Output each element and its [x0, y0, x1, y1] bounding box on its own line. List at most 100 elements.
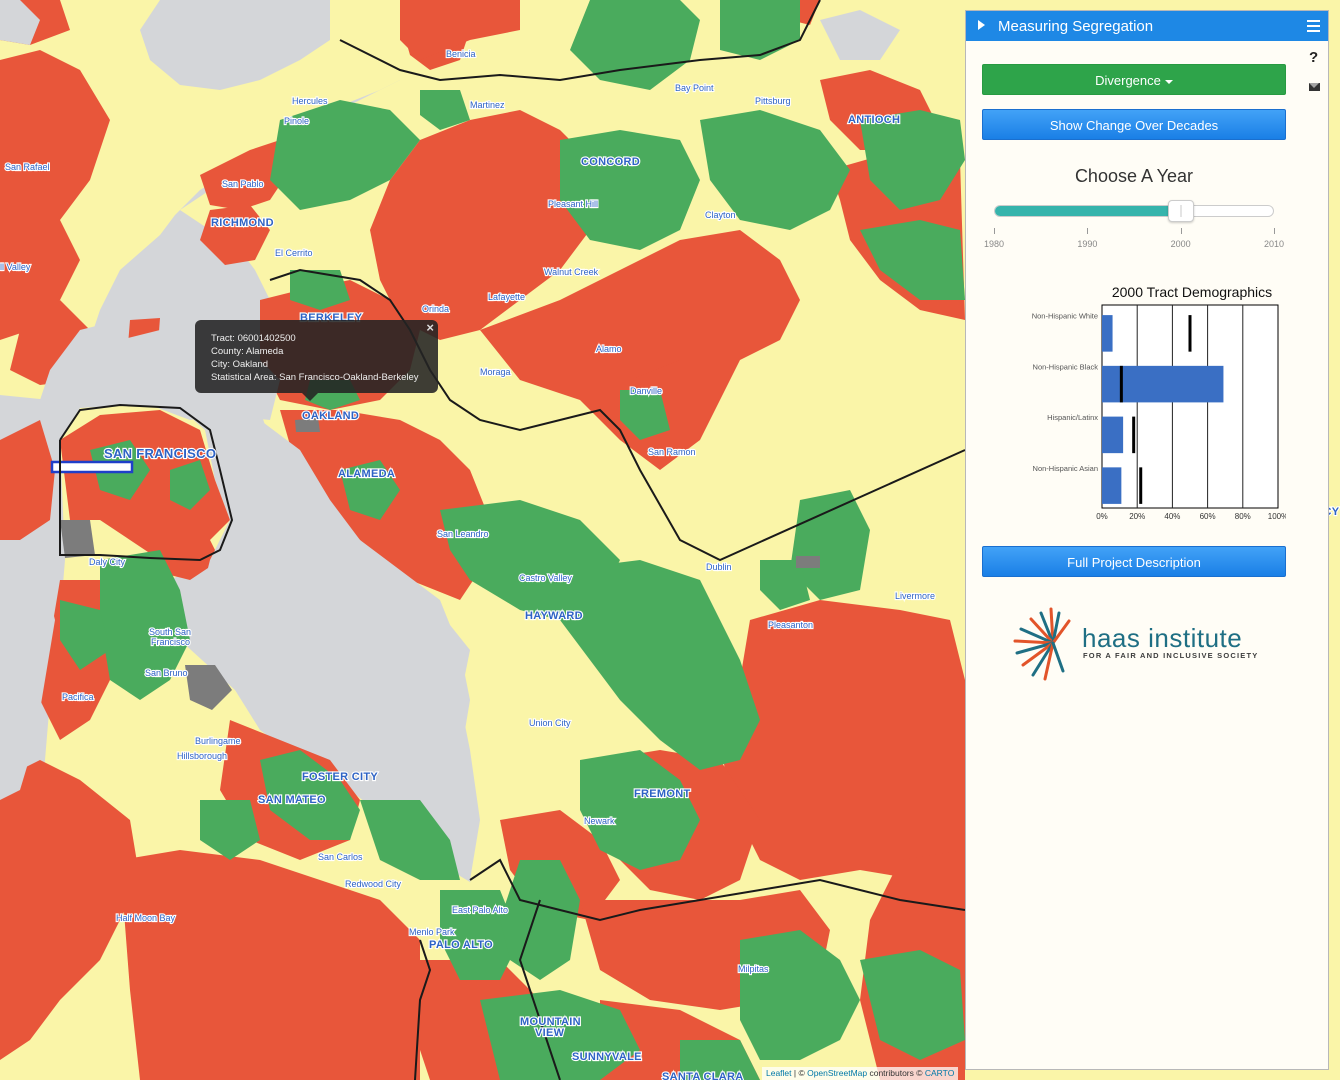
slider-tick-label[interactable]: 2010 — [1263, 239, 1285, 249]
measure-dropdown-button[interactable]: Divergence — [982, 64, 1286, 95]
leaflet-link[interactable]: Leaflet — [766, 1068, 792, 1078]
tract-bar — [1102, 315, 1113, 352]
year-slider-handle[interactable] — [1167, 200, 1194, 222]
place-label: RICHMOND — [211, 217, 274, 229]
place-label: Dublin — [706, 562, 732, 572]
slider-tick-label[interactable]: 1980 — [983, 239, 1005, 249]
place-label: San Rafael — [5, 162, 50, 172]
tract-bar — [1102, 416, 1124, 454]
place-label: Francisco — [151, 637, 190, 647]
place-label: Livermore — [895, 591, 935, 601]
popup-statistical-area: Statistical Area: San Francisco-Oakland-… — [211, 372, 419, 383]
place-label: ALAMEDA — [338, 468, 395, 480]
place-label: Benicia — [446, 49, 476, 59]
place-label: Orinda — [422, 304, 449, 314]
tract-bar — [1102, 467, 1122, 504]
category-label: Non-Hispanic White — [1032, 312, 1098, 321]
place-label: Burlingame — [195, 736, 241, 746]
place-label: OAKLAND — [302, 410, 359, 422]
place-label: Lafayette — [488, 292, 525, 302]
place-label: Newark — [584, 816, 615, 826]
place-label: Half Moon Bay — [116, 913, 176, 923]
place-label: SUNNYVALE — [572, 1051, 642, 1063]
north-bay-land — [0, 0, 440, 400]
place-label: Hillsborough — [177, 751, 227, 761]
x-tick-label: 20% — [1129, 512, 1145, 521]
place-label: HAYWARD — [525, 610, 583, 622]
map-attribution: Leaflet | © OpenStreetMap contributors ©… — [762, 1067, 959, 1080]
selected-tract[interactable] — [50, 460, 134, 474]
slider-tick — [1180, 228, 1182, 234]
green-tracts — [60, 0, 965, 1080]
panel-header[interactable]: Measuring Segregation — [966, 11, 1328, 41]
place-label: Moraga — [480, 367, 511, 377]
place-label: MOUNTAIN — [520, 1016, 581, 1028]
county-boundaries — [59, 0, 966, 1080]
envelope-icon[interactable] — [1309, 83, 1320, 91]
place-label: PALO ALTO — [429, 939, 493, 951]
attribution-contrib: contributors © — [867, 1068, 925, 1078]
collapse-caret-icon[interactable] — [978, 20, 985, 30]
place-label: Walnut Creek — [544, 267, 599, 277]
popup-close-button[interactable]: × — [426, 320, 434, 335]
place-label: VIEW — [535, 1027, 565, 1039]
haas-institute-logo-icon — [1013, 607, 1071, 681]
place-label: SANTA CLARA — [662, 1071, 744, 1080]
slider-tick-label[interactable]: 1990 — [1077, 239, 1098, 249]
x-tick-label: 100% — [1268, 512, 1286, 521]
place-label: Martinez — [470, 100, 505, 110]
measure-dropdown-label: Divergence — [1095, 73, 1161, 88]
place-label: Bay Point — [675, 83, 714, 93]
help-icon[interactable]: ? — [1309, 49, 1319, 66]
chart-title: 2000 Tract Demographics — [1112, 284, 1272, 300]
place-label: El Cerrito — [275, 248, 313, 258]
attribution-sep: | © — [791, 1068, 808, 1078]
year-slider-track[interactable] — [994, 205, 1274, 217]
slider-tick — [994, 228, 995, 234]
x-tick-label: 80% — [1235, 512, 1251, 521]
popup-city: City: Oakland — [211, 359, 269, 370]
dropdown-caret-icon — [1164, 79, 1173, 84]
place-label: ll Valley — [0, 262, 31, 272]
place-label: Daly City — [89, 557, 126, 567]
x-tick-label: 0% — [1096, 512, 1108, 521]
show-change-button[interactable]: Show Change Over Decades — [982, 109, 1286, 140]
place-label: Pacifica — [62, 692, 94, 702]
place-label: San Leandro — [437, 529, 489, 539]
category-label: Hispanic/Latinx — [1047, 413, 1098, 422]
x-tick-label: 60% — [1200, 512, 1216, 521]
slider-tick — [1087, 228, 1089, 234]
gray-tracts — [60, 418, 820, 710]
carto-link[interactable]: CARTO — [924, 1068, 955, 1078]
tract-popup: Tract: 06001402500 County: Alameda City:… — [195, 320, 438, 401]
category-label: Non-Hispanic Asian — [1033, 464, 1098, 473]
place-label: CONCORD — [581, 156, 640, 168]
place-label: Pleasant Hill — [548, 199, 598, 209]
place-label: Union City — [529, 718, 571, 728]
place-label: Pinole — [284, 116, 309, 126]
category-label: Non-Hispanic Black — [1033, 362, 1099, 371]
logo-tagline: FOR A FAIR AND INCLUSIVE SOCIETY — [1083, 651, 1259, 660]
popup-tract: Tract: 06001402500 — [211, 333, 296, 344]
osm-link[interactable]: OpenStreetMap — [807, 1068, 868, 1078]
hamburger-menu-icon[interactable] — [1307, 20, 1320, 35]
panel-title: Measuring Segregation — [998, 18, 1154, 35]
place-label: FOSTER CITY — [302, 771, 378, 783]
full-project-description-button[interactable]: Full Project Description — [982, 546, 1286, 577]
place-label: South San — [149, 627, 191, 637]
slider-tick-label[interactable]: 2000 — [1170, 239, 1191, 249]
place-label: Hercules — [292, 96, 328, 106]
logo-name: haas institute — [1082, 623, 1243, 653]
place-label: Pleasanton — [768, 620, 813, 630]
place-label: SAN FRANCISCO — [104, 446, 216, 461]
place-label: Redwood City — [345, 879, 402, 889]
year-title: Choose A Year — [1074, 166, 1194, 186]
place-label: SAN MATEO — [258, 794, 326, 806]
place-label: Pittsburg — [755, 96, 791, 106]
place-label: San Pablo — [222, 179, 264, 189]
place-label: Danville — [630, 386, 662, 396]
popup-county: County: Alameda — [211, 346, 284, 357]
place-label: Milpitas — [738, 964, 769, 974]
place-label: FREMONT — [634, 788, 690, 800]
place-label: Menlo Park — [409, 927, 455, 937]
